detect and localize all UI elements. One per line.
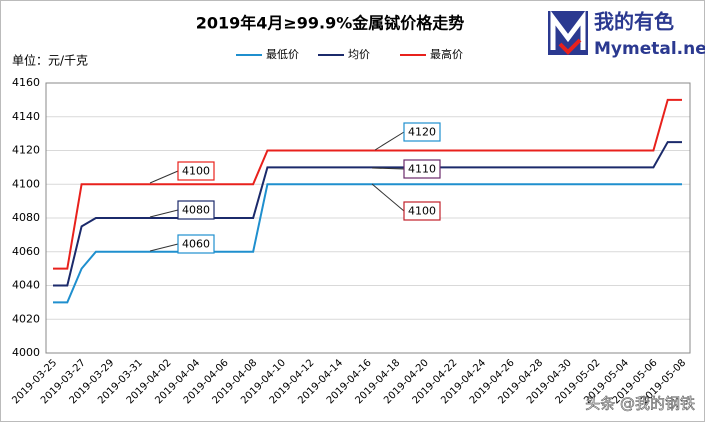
logo-check xyxy=(558,38,582,55)
legend-label: 最高价 xyxy=(430,47,463,61)
annotation-label: 4080 xyxy=(182,204,210,217)
legend-label: 均价 xyxy=(348,48,370,61)
annotation-leader xyxy=(149,243,179,252)
annotation-box xyxy=(403,159,441,179)
annotation-leader xyxy=(371,183,405,212)
logo: 我的有色 Mymetal.net xyxy=(548,10,705,59)
annotation-label: 4110 xyxy=(408,163,436,176)
annotation-box xyxy=(403,122,441,142)
y-tick-label: 4160 xyxy=(12,76,40,89)
annotation-leader xyxy=(149,209,179,218)
annotation-leader xyxy=(371,167,405,170)
annotation-box xyxy=(177,200,215,220)
series-line xyxy=(53,141,682,287)
unit-label: 单位：元/千克 xyxy=(12,53,88,68)
logo-site: Mymetal.net xyxy=(594,39,705,59)
logo-m xyxy=(550,10,586,50)
y-tick-label: 4140 xyxy=(12,110,40,123)
y-tick-label: 4000 xyxy=(12,346,40,359)
y-tick-label: 4060 xyxy=(12,245,40,258)
y-tick-label: 4120 xyxy=(12,144,40,157)
plot-border xyxy=(45,82,691,354)
watermark: 头条 @我的钢铁 xyxy=(585,395,695,413)
annotation-box xyxy=(177,161,215,181)
chart-title: 2019年4月≥99.9%金属铽价格走势 xyxy=(196,14,465,33)
legend-label: 最低价 xyxy=(266,48,299,61)
annotation-leader xyxy=(374,131,405,151)
annotation-box xyxy=(403,201,441,221)
annotation-label: 4060 xyxy=(182,238,210,251)
series-line xyxy=(53,183,682,304)
annotation-label: 4100 xyxy=(182,165,210,178)
logo-brand: 我的有色 xyxy=(594,10,674,34)
annotation-leader xyxy=(149,170,179,184)
y-tick-label: 4100 xyxy=(12,177,40,190)
annotation-label: 4120 xyxy=(408,126,436,139)
y-tick-label: 4040 xyxy=(12,279,40,292)
y-tick-label: 4020 xyxy=(12,312,40,325)
y-tick-label: 4080 xyxy=(12,211,40,224)
series-line xyxy=(53,98,682,270)
annotation-label: 4100 xyxy=(408,205,436,218)
annotation-box xyxy=(177,234,215,254)
